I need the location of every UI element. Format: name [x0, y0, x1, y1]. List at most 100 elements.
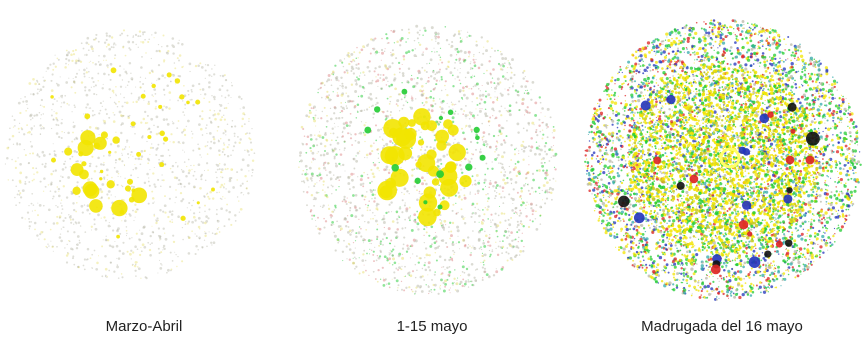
node-dot	[303, 181, 306, 184]
node-dot	[747, 48, 751, 52]
node-dot	[475, 96, 479, 100]
node-dot	[336, 94, 340, 98]
node-dot	[82, 264, 85, 267]
node-dot	[105, 59, 107, 61]
node-dot	[647, 224, 650, 227]
node-dot	[79, 60, 83, 63]
node-dot	[439, 219, 441, 221]
hub-node	[448, 143, 466, 162]
node-dot	[129, 48, 132, 51]
node-dot	[42, 126, 44, 128]
node-dot	[134, 261, 138, 264]
node-dot	[109, 261, 112, 264]
node-dot	[460, 168, 463, 171]
node-dot	[429, 58, 433, 62]
node-dot	[431, 50, 433, 53]
node-dot	[122, 45, 125, 48]
node-dot	[419, 148, 422, 151]
node-dot	[423, 234, 425, 237]
node-dot	[483, 253, 487, 257]
node-dot	[43, 238, 46, 241]
node-dot	[137, 35, 140, 38]
node-dot	[463, 137, 466, 141]
node-dot	[222, 132, 225, 135]
node-dot	[208, 208, 211, 211]
node-dot	[476, 268, 479, 271]
node-dot	[546, 107, 550, 111]
node-dot	[494, 197, 496, 200]
node-dot	[552, 126, 555, 128]
node-dot	[797, 234, 801, 238]
node-dot	[92, 50, 94, 52]
node-dot	[97, 72, 100, 75]
node-dot	[409, 106, 411, 108]
node-dot	[352, 257, 354, 259]
node-dot	[414, 48, 417, 50]
node-dot	[363, 109, 366, 111]
node-dot	[306, 191, 309, 194]
node-dot	[484, 112, 488, 116]
node-dot	[825, 115, 827, 117]
node-dot	[347, 95, 350, 98]
node-dot	[172, 74, 175, 77]
node-dot	[39, 88, 43, 92]
node-dot	[361, 194, 364, 197]
node-dot	[454, 47, 458, 51]
node-dot	[463, 271, 466, 274]
node-dot	[228, 177, 232, 180]
node-dot	[506, 236, 509, 239]
node-dot	[373, 163, 377, 167]
node-dot	[696, 106, 699, 109]
node-dot	[531, 121, 535, 125]
node-dot	[45, 245, 47, 248]
node-dot	[121, 105, 124, 108]
node-dot	[60, 136, 63, 140]
node-dot	[330, 224, 333, 226]
node-dot	[207, 217, 210, 220]
node-dot	[508, 234, 511, 237]
node-dot	[513, 73, 516, 77]
node-dot	[403, 275, 406, 278]
node-dot	[514, 163, 517, 165]
node-dot	[152, 95, 154, 97]
node-dot	[92, 110, 94, 112]
node-dot	[542, 133, 545, 136]
node-dot	[483, 267, 487, 270]
node-dot	[493, 222, 497, 226]
hub-node	[413, 108, 431, 126]
node-dot	[416, 37, 419, 40]
node-dot	[382, 78, 386, 82]
node-dot	[378, 170, 380, 172]
node-dot	[607, 209, 609, 211]
node-dot	[169, 185, 172, 188]
node-dot	[353, 167, 356, 170]
node-dot	[339, 227, 343, 231]
node-dot	[105, 235, 107, 237]
node-dot	[179, 191, 183, 195]
node-dot	[727, 252, 730, 255]
node-dot	[341, 84, 344, 88]
node-dot	[112, 44, 115, 46]
node-dot	[64, 66, 67, 69]
node-dot	[634, 221, 636, 223]
node-dot	[470, 35, 472, 37]
node-dot	[459, 61, 462, 65]
node-dot	[541, 164, 545, 168]
node-dot	[68, 77, 70, 79]
node-dot	[418, 257, 421, 260]
node-dot	[311, 179, 313, 182]
node-dot	[158, 259, 161, 261]
node-dot	[514, 181, 518, 184]
node-dot	[430, 289, 432, 291]
node-dot	[148, 71, 152, 75]
node-dot	[343, 239, 345, 242]
node-dot	[369, 188, 372, 192]
node-dot	[177, 166, 179, 168]
node-dot	[187, 252, 191, 255]
node-dot	[177, 99, 179, 102]
node-dot	[718, 44, 721, 47]
node-dot	[508, 109, 512, 113]
node-dot	[630, 102, 632, 105]
node-dot	[457, 235, 459, 237]
node-dot	[131, 237, 133, 239]
